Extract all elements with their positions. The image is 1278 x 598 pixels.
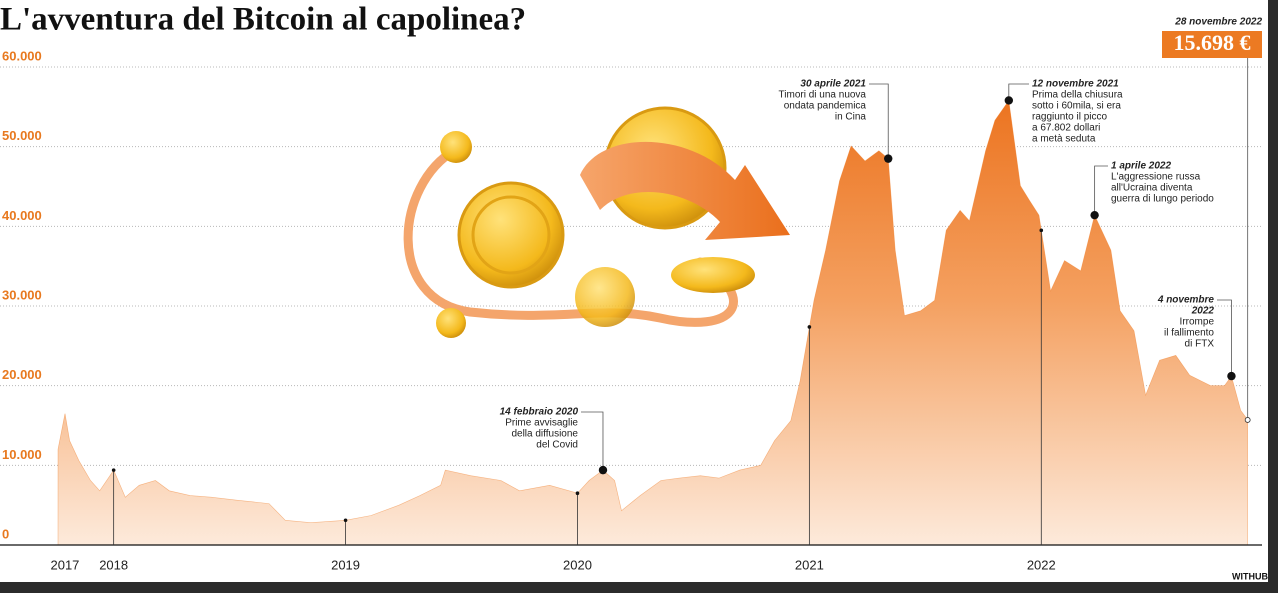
coin — [671, 257, 755, 293]
event-dot — [598, 465, 608, 475]
y-tick-label: 50.000 — [2, 128, 42, 143]
x-tick-label: 2017 — [50, 557, 79, 572]
x-tick-label: 2018 — [99, 557, 128, 572]
x-tick-label: 2019 — [331, 557, 360, 572]
leader-line — [581, 411, 604, 471]
coin — [436, 308, 466, 338]
area — [57, 99, 1249, 546]
annotation-text: all'Ucraina diventa — [1111, 183, 1193, 194]
annotation-text: di FTX — [1185, 339, 1215, 350]
event-dot — [1004, 96, 1014, 105]
y-tick-label: 30.000 — [2, 287, 42, 302]
year-dot — [575, 491, 580, 496]
leader-line — [869, 83, 889, 159]
annotation-text: sotto i 60mila, si era — [1032, 101, 1121, 112]
frame — [0, 582, 1278, 593]
decor-curve — [403, 145, 738, 327]
annotation-text: Prima della chiusura — [1032, 90, 1123, 101]
annotation-text: Irrompe — [1180, 317, 1215, 328]
annotation-date: 14 febbraio 2020 — [500, 407, 579, 418]
annotation-text: del Covid — [536, 440, 578, 451]
last-date: 28 novembre 2022 — [1174, 17, 1262, 28]
event-dot — [884, 154, 893, 163]
coin — [440, 131, 472, 163]
event-dot — [1227, 371, 1236, 381]
year-dot — [807, 325, 812, 329]
x-tick-label: 2021 — [795, 557, 824, 572]
annotation-text: guerra di lungo periodo — [1111, 194, 1214, 205]
illustration — [403, 106, 790, 338]
x-tick-label: 2020 — [563, 557, 592, 572]
value-box — [1162, 31, 1262, 58]
y-tick-label: 0 — [2, 526, 9, 541]
year-dot — [111, 468, 116, 472]
y-tick-label: 40.000 — [2, 208, 42, 223]
coin — [575, 267, 635, 327]
annotation-date: 12 novembre 2021 — [1032, 79, 1119, 90]
leader-line — [1217, 299, 1232, 377]
event-dot — [1090, 210, 1099, 220]
last-value: 15.698 € — [1174, 30, 1251, 55]
chart-title: L'avventura del Bitcoin al capolinea? — [0, 2, 526, 38]
x-tick-label: 2022 — [1027, 557, 1056, 572]
annotation-text: Prime avvisaglie — [505, 418, 578, 429]
annotation-text: in Cina — [835, 112, 867, 123]
coin — [471, 195, 551, 275]
y-tick-label: 60.000 — [2, 48, 42, 63]
annotation-text: il fallimento — [1164, 328, 1214, 339]
y-tick-label: 20.000 — [2, 367, 42, 382]
leader-line — [1094, 165, 1108, 216]
year-dot — [1039, 228, 1044, 233]
annotation-text: L'aggressione russa — [1111, 172, 1201, 183]
annotation-text: ondata pandemica — [784, 101, 867, 112]
annotation-text: raggiunto il picco — [1032, 112, 1107, 123]
decor-arrow — [580, 141, 790, 240]
annotation-date: 30 aprile 2021 — [800, 79, 866, 90]
source: WITHUB — [1232, 571, 1268, 581]
y-tick-label: 10.000 — [2, 447, 42, 462]
annotation-date: 4 novembre — [1157, 295, 1215, 306]
annotation-date: 2022 — [1191, 306, 1215, 317]
annotation-text: della diffusione — [511, 429, 578, 440]
annotation-text: Timori di una nuova — [779, 90, 867, 101]
annotation-text: a 67.802 dollari — [1032, 123, 1100, 134]
annotation-date: 1 aprile 2022 — [1111, 161, 1171, 172]
leader-line — [1008, 83, 1029, 101]
annotation-text: a metà seduta — [1032, 134, 1096, 145]
year-dot — [343, 518, 348, 523]
last-dot — [1244, 417, 1251, 423]
coin — [457, 181, 565, 289]
frame — [1268, 0, 1278, 593]
